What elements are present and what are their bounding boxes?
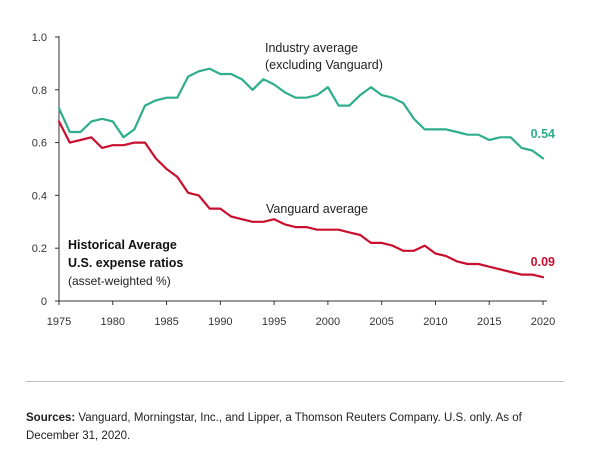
vanguard-average-line	[57, 120, 545, 279]
x-tick-label: 1985	[154, 316, 178, 328]
y-tick-label: 0	[41, 296, 47, 308]
annotation-subtitle: (asset-weighted %)	[68, 274, 171, 288]
chart-axes	[58, 36, 547, 302]
y-tick-label: 0.4	[32, 190, 47, 202]
y-tick-label: 1.0	[32, 32, 47, 44]
x-tick-label: 1990	[208, 316, 232, 328]
industry-label-line-2: (excluding Vanguard)	[265, 58, 383, 72]
x-tick-label: 1975	[47, 316, 71, 328]
vanguard-end-value: 0.09	[531, 255, 555, 269]
x-tick-label: 1995	[262, 316, 286, 328]
footer-divider	[26, 381, 564, 382]
x-tick-label: 2015	[477, 316, 501, 328]
y-tick-label: 0.8	[32, 85, 47, 97]
annotation-title-line-1: Historical Average	[68, 238, 177, 252]
x-tick-label: 1980	[101, 316, 125, 328]
x-axis-ticks: 1975 1980 1985 1990 1995 2000 2005 2010 2015 2020	[47, 301, 555, 328]
y-axis-ticks: 0 0.2 0.4 0.6 0.8 1.0	[32, 32, 59, 308]
industry-label-line-1: Industry average	[265, 41, 358, 55]
x-tick-label: 2005	[369, 316, 393, 328]
vanguard-label: Vanguard average	[266, 202, 368, 216]
x-tick-label: 2020	[531, 316, 555, 328]
sources-note: Sources: Vanguard, Morningstar, Inc., an…	[26, 409, 566, 445]
annotation-title-line-2: U.S. expense ratios	[68, 256, 183, 270]
x-tick-label: 2010	[423, 316, 447, 328]
sources-text: Vanguard, Morningstar, Inc., and Lipper,…	[26, 412, 522, 442]
sources-label: Sources:	[26, 412, 76, 424]
x-tick-label: 2000	[316, 316, 340, 328]
y-tick-label: 0.2	[32, 243, 47, 255]
y-tick-label: 0.6	[32, 138, 47, 150]
industry-average-line	[57, 67, 545, 160]
industry-end-value: 0.54	[531, 127, 555, 141]
expense-ratio-chart: 0 0.2 0.4 0.6 0.8 1.0 1975 1980 1985 1990 1995 200…	[32, 32, 556, 328]
series-lines	[57, 67, 545, 279]
